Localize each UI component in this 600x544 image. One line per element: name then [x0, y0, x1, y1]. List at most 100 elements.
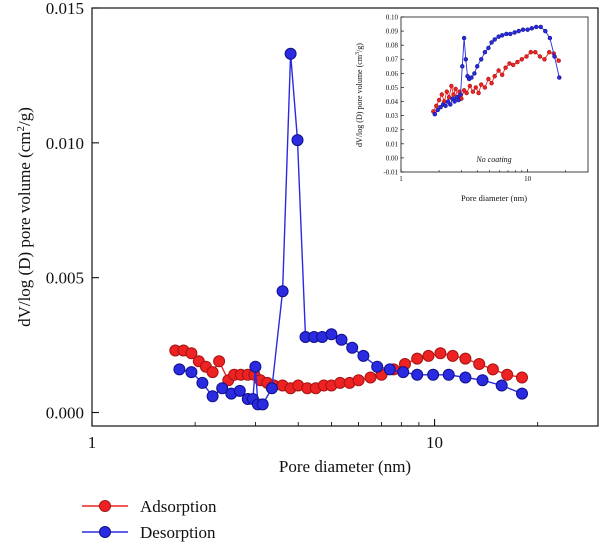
inset-point-adsorption [451, 92, 456, 97]
inset-point-desorption [469, 75, 474, 80]
inset-point-desorption [432, 111, 437, 117]
inset-point-adsorption [473, 85, 478, 90]
inset-x-axis-title: Pore diameter (nm) [461, 193, 527, 203]
main-x-tick-label: 10 [426, 433, 443, 452]
inset-y-axis-title-sup: 3 [355, 52, 361, 55]
inset-point-desorption [463, 57, 468, 62]
legend-entry-desorption: Desorption [82, 523, 216, 542]
inset-point-desorption [504, 31, 509, 37]
inset-point-adsorption [486, 76, 491, 82]
inset-point-desorption [479, 57, 484, 62]
legend-desorption-label: Desorption [140, 523, 216, 542]
inset-point-desorption [520, 27, 526, 32]
inset-point-adsorption [461, 88, 467, 93]
inset-point-desorption [445, 99, 451, 104]
inset-point-desorption [472, 71, 477, 76]
inset-point-desorption [486, 45, 491, 51]
main-point-desorption [397, 366, 410, 379]
main-point-desorption [371, 360, 384, 373]
inset-point-desorption [516, 28, 521, 34]
inset-point-adsorption [479, 82, 484, 87]
inset-y-tick-label: 0.01 [386, 140, 399, 148]
legend: Adsorption Desorption [82, 497, 217, 542]
main-point-adsorption [501, 368, 514, 381]
main-y-tick-label: 0.005 [46, 269, 84, 288]
inset-y-tick-label: 0.05 [386, 84, 399, 92]
legend-desorption-marker [99, 526, 111, 538]
main-y-axis-title-end: /g) [15, 107, 34, 126]
main-point-adsorption [434, 347, 447, 360]
main-point-adsorption [422, 349, 435, 362]
main-point-desorption [357, 349, 370, 362]
inset-series-layer [431, 24, 562, 117]
inset-y-tick-label: 0.06 [386, 70, 399, 78]
main-point-desorption [476, 374, 489, 387]
main-point-adsorption [206, 366, 219, 379]
inset-point-desorption [435, 107, 440, 113]
inset-point-adsorption [546, 49, 552, 55]
main-point-adsorption [213, 355, 226, 368]
inset-point-adsorption [507, 61, 512, 66]
inset-point-desorption [496, 34, 501, 39]
inset-point-desorption [547, 35, 553, 41]
main-y-tick-label: 0.000 [46, 403, 84, 422]
legend-entry-adsorption: Adsorption [82, 497, 217, 516]
inset-point-desorption [475, 64, 480, 69]
inset-y-tick-label: 0.00 [386, 154, 399, 162]
main-point-desorption [284, 47, 297, 60]
inset-point-adsorption [453, 86, 458, 92]
inset-point-desorption [500, 33, 505, 38]
inset-y-tick-label: 0.09 [386, 28, 399, 36]
main-point-desorption [427, 368, 440, 381]
inset-point-adsorption [492, 73, 497, 79]
inset-y-tick-label: 0.02 [386, 126, 399, 134]
inset-point-desorption [543, 28, 548, 34]
main-point-adsorption [364, 371, 377, 384]
inset-point-adsorption [496, 68, 501, 73]
inset-x-tick-label: 10 [524, 175, 532, 183]
inset-y-tick-label: 0.10 [386, 13, 399, 21]
inset-point-adsorption [482, 85, 488, 90]
main-point-desorption [173, 363, 186, 376]
main-x-axis-title: Pore diameter (nm) [279, 457, 411, 476]
main-plot-frame [91, 7, 599, 427]
main-point-desorption [196, 376, 209, 389]
inset-point-adsorption [503, 65, 508, 70]
inset-x-tick-label: 1 [399, 175, 403, 183]
main-y-axis-title-main: dV/log (D) pore volume (cm [15, 131, 34, 326]
main-point-adsorption [459, 352, 472, 365]
inset-point-desorption [448, 102, 453, 107]
inset-point-desorption [489, 40, 494, 45]
main-point-adsorption [352, 374, 365, 387]
main-point-desorption [276, 285, 289, 298]
main-point-desorption [346, 341, 359, 354]
inset-y-tick-label: 0.04 [386, 98, 399, 106]
inset-point-desorption [529, 26, 534, 31]
inset-series-line-desorption [434, 26, 560, 115]
inset-point-adsorption [464, 90, 469, 96]
inset-point-desorption [461, 35, 467, 41]
inset-y-axis-title-main: dV/log (D) pore volume (cm [355, 54, 364, 147]
inset-point-desorption [538, 24, 543, 30]
inset-point-desorption [508, 31, 513, 37]
main-point-adsorption [473, 358, 486, 370]
inset-plot-frame [400, 16, 589, 173]
inset-point-adsorption [449, 83, 454, 89]
main-point-desorption [185, 366, 198, 379]
inset-axis-ticks: -0.01 0.00 0.01 0.02 0.03 0.04 0.05 0.06 0.07 0.0… [383, 13, 566, 183]
inset-y-axis-title: dV/log (D) pore volume (cm3/g) [355, 43, 364, 147]
main-point-desorption [265, 382, 278, 395]
inset-point-adsorption [500, 72, 505, 78]
main-point-adsorption [185, 347, 198, 360]
main-point-adsorption [411, 352, 424, 365]
inset-y-axis-title-end: /g) [355, 43, 364, 52]
inset-point-adsorption [542, 57, 547, 62]
main-point-desorption [291, 134, 304, 147]
inset-point-desorption [533, 24, 539, 30]
inset-point-adsorption [436, 97, 442, 103]
main-point-desorption [335, 333, 348, 346]
inset-y-tick-label: 0.07 [386, 56, 399, 64]
inset-point-desorption [460, 64, 465, 69]
inset-y-tick-label: 0.03 [386, 112, 399, 120]
inset-point-desorption [525, 27, 530, 32]
